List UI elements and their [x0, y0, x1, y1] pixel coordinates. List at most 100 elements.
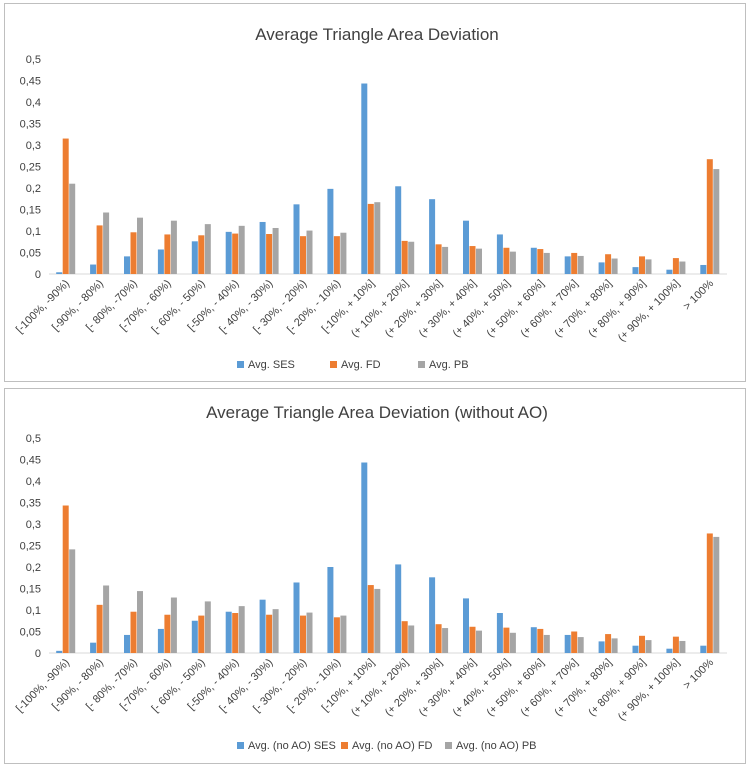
chart-1-svg: Average Triangle Area Deviation 0 0,05 0,1… — [14, 25, 727, 371]
bar — [238, 225, 245, 274]
bar — [476, 630, 482, 653]
bar — [564, 634, 571, 653]
bar — [543, 252, 550, 274]
bar — [170, 220, 177, 274]
bar — [124, 256, 130, 274]
y-tick-label: 0,3 — [26, 140, 41, 152]
bar — [530, 247, 537, 274]
bar — [672, 258, 679, 274]
bar — [509, 632, 516, 653]
bar — [605, 634, 612, 653]
legend-label: Avg. (no AO) SES — [248, 740, 336, 752]
bar — [327, 567, 334, 653]
y-tick-label: 0,25 — [20, 162, 41, 174]
bar — [130, 611, 137, 653]
bar — [503, 627, 510, 653]
bar — [157, 628, 164, 653]
y-tick-label: 0,45 — [20, 455, 41, 467]
bar — [672, 636, 679, 653]
bar — [700, 264, 707, 274]
bar — [293, 582, 300, 653]
bar — [577, 637, 584, 653]
y-tick-label: 0,5 — [26, 433, 41, 445]
y-tick-label: 0,05 — [20, 248, 41, 260]
y-tick-label: 0,4 — [26, 476, 41, 488]
y-tick-label: 0,25 — [20, 541, 41, 553]
bar — [96, 604, 103, 653]
bar — [259, 221, 266, 274]
bar — [700, 645, 707, 653]
bar — [639, 635, 645, 653]
bar — [476, 248, 482, 274]
y-tick-label: 0,15 — [20, 584, 41, 596]
bar — [306, 612, 313, 653]
y-tick-label: 0,35 — [20, 119, 41, 131]
bar — [496, 613, 503, 653]
plot-area: 00,050,10,150,20,250,30,350,40,450,5[-10… — [14, 54, 727, 371]
bar — [605, 254, 612, 274]
y-tick-label: 0,15 — [20, 205, 41, 217]
y-tick-label: 0,5 — [26, 54, 41, 66]
legend-label: Avg. PB — [429, 359, 469, 371]
legend-label: Avg. FD — [341, 359, 381, 371]
bar — [666, 269, 673, 274]
chart-panel-2: Average Triangle Area Deviation (without… — [4, 388, 746, 764]
bar — [632, 645, 639, 653]
bar — [713, 169, 720, 274]
x-tick-label: > 100% — [681, 656, 716, 691]
bar — [198, 615, 205, 653]
bar — [645, 259, 652, 274]
bar — [69, 549, 76, 653]
bar — [272, 609, 279, 653]
bar — [103, 585, 110, 653]
bar — [577, 255, 584, 274]
bar — [124, 634, 130, 653]
bar — [401, 240, 408, 274]
bar — [374, 202, 381, 274]
bar — [204, 224, 211, 274]
bar — [137, 217, 143, 274]
bar — [361, 462, 368, 653]
bar — [463, 220, 469, 274]
bar — [645, 640, 652, 653]
bar — [408, 241, 415, 274]
bar — [401, 621, 408, 653]
bar — [198, 235, 205, 274]
bar — [90, 264, 97, 274]
bar — [367, 203, 374, 274]
bar — [598, 262, 605, 274]
bar — [56, 272, 63, 274]
bar — [232, 233, 239, 274]
bar — [225, 231, 232, 274]
bar — [232, 613, 239, 653]
bar — [503, 247, 510, 274]
legend-swatch — [445, 742, 452, 749]
bar — [442, 628, 449, 653]
chart-2-svg: Average Triangle Area Deviation (without… — [14, 403, 727, 752]
bar — [611, 258, 618, 274]
bar — [435, 624, 442, 653]
bar — [333, 617, 340, 653]
bar — [300, 615, 306, 653]
bar — [238, 606, 245, 653]
bar — [442, 246, 449, 274]
bar — [62, 505, 69, 653]
bar — [374, 588, 381, 653]
legend-swatch — [341, 742, 348, 749]
legend-label: Avg. (no AO) PB — [456, 740, 537, 752]
bar — [706, 159, 713, 274]
chart-panel-1: Average Triangle Area Deviation 0 0,05 0,1… — [4, 3, 746, 382]
bar — [509, 251, 516, 274]
y-tick-label: 0,2 — [26, 183, 41, 195]
bar — [164, 234, 171, 274]
y-tick-label: 0,1 — [26, 605, 41, 617]
bar — [306, 230, 313, 274]
bar — [679, 640, 686, 653]
y-tick-label: 0,35 — [20, 498, 41, 510]
bar — [137, 591, 143, 653]
bar — [103, 212, 110, 274]
bar — [706, 533, 713, 653]
bar — [429, 577, 436, 653]
bar — [293, 204, 300, 274]
bar — [666, 648, 673, 653]
